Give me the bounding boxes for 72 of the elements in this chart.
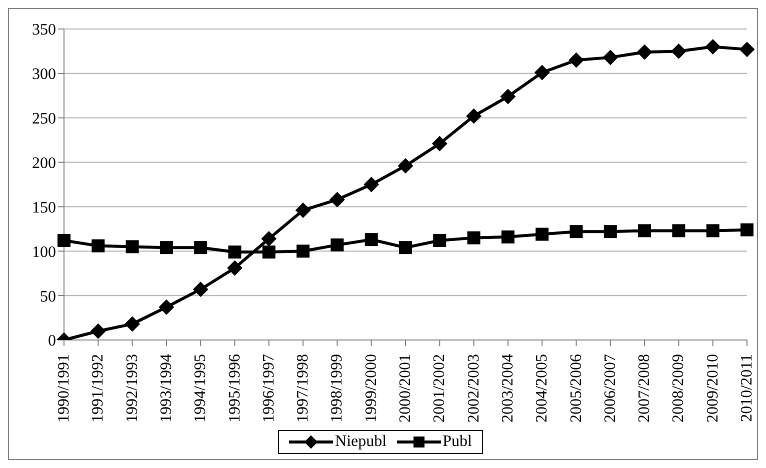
point (637, 44, 652, 60)
y-tick-label: 150 (32, 199, 56, 216)
x-tick-label: 1990/1991 (56, 354, 72, 422)
x-tick-label: 1996/1997 (260, 354, 278, 422)
legend-label: Niepubl (334, 433, 387, 451)
legend-label: Publ (442, 433, 472, 451)
point (227, 260, 242, 276)
point (124, 316, 140, 332)
point (262, 246, 276, 259)
point (433, 234, 446, 247)
point (160, 241, 173, 254)
point (740, 223, 754, 236)
point (58, 234, 70, 247)
x-tick-label: 2004/2005 (534, 354, 551, 422)
point (296, 244, 310, 258)
point (228, 246, 242, 259)
x-tick-label: 2010/2011 (738, 354, 756, 422)
point (500, 89, 516, 104)
x-tick-label: 2006/2007 (602, 354, 619, 422)
x-tick-label: 2000/2001 (397, 354, 414, 422)
point (570, 225, 583, 238)
point (706, 224, 720, 238)
point (638, 224, 652, 238)
point (399, 241, 412, 254)
x-tick-label: 1991/1992 (90, 354, 107, 422)
point (261, 231, 276, 246)
y-tick-label: 50 (40, 288, 56, 306)
point (90, 324, 106, 339)
x-tick-label: 1993/1994 (158, 354, 175, 422)
point (126, 240, 139, 254)
x-tick-label: 1994/1995 (192, 354, 210, 422)
point (330, 238, 344, 252)
point (740, 42, 754, 57)
point (193, 282, 208, 297)
point (568, 52, 584, 68)
x-tick-label: 2005/2006 (568, 354, 585, 422)
y-tick-label: 300 (32, 66, 56, 84)
point (364, 233, 378, 246)
point (194, 241, 208, 254)
point (92, 239, 105, 252)
y-tick-label: 200 (32, 154, 56, 172)
point (671, 44, 686, 59)
point (536, 228, 549, 241)
x-tick-label: 1997/1998 (294, 354, 312, 422)
y-tick-label: 350 (32, 22, 56, 39)
x-tick-label: 2008/2009 (670, 354, 688, 422)
y-tick-label: 100 (32, 244, 56, 261)
x-tick-label: 2009/2010 (704, 354, 722, 422)
y-tick-label: 0 (48, 332, 56, 350)
point (604, 225, 617, 238)
point (501, 230, 514, 244)
point (158, 300, 174, 315)
point (466, 108, 482, 124)
x-tick-label: 2001/2002 (431, 354, 448, 422)
x-tick-label: 1999/2000 (362, 354, 380, 422)
x-tick-label: 2002/2003 (465, 354, 482, 422)
point (705, 39, 720, 54)
point (330, 192, 345, 208)
point (534, 65, 550, 80)
x-tick-label: 1992/1993 (124, 354, 141, 422)
x-tick-label: 2003/2004 (499, 354, 516, 422)
point (602, 50, 618, 65)
point (672, 224, 686, 238)
point (467, 231, 480, 244)
y-tick-label: 250 (32, 110, 56, 128)
point (296, 202, 311, 218)
point (364, 177, 379, 192)
x-tick-label: 1998/1999 (328, 354, 346, 422)
x-tick-label: 1995/1996 (226, 354, 244, 422)
point (432, 136, 448, 152)
x-tick-label: 2007/2008 (636, 354, 654, 422)
point (398, 158, 413, 174)
